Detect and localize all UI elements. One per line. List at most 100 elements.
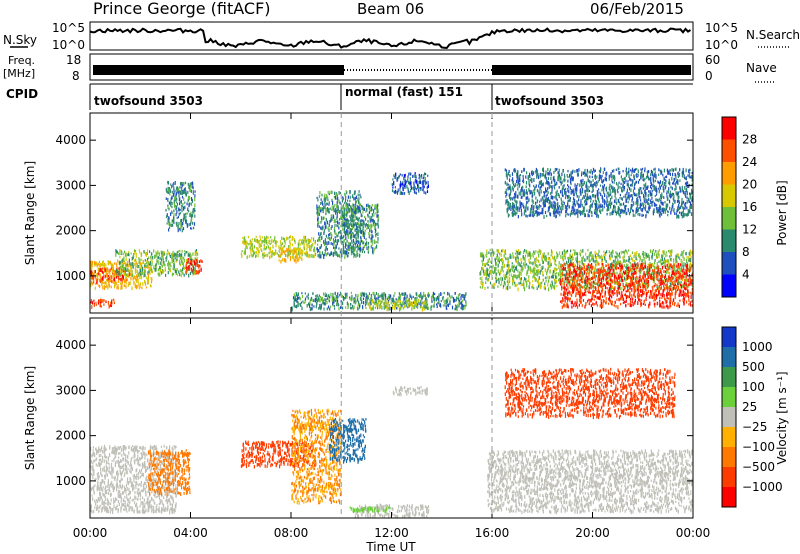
power-cell-13 — [580, 285, 582, 290]
power-cell-9 — [424, 305, 426, 308]
power-cell-8 — [323, 205, 325, 210]
power-cell-13 — [674, 266, 676, 270]
power-cell-3 — [195, 257, 197, 261]
power-cell-6 — [253, 245, 255, 249]
power-cell-14 — [643, 284, 645, 289]
power-cell-9 — [318, 306, 320, 310]
power-cell-13 — [691, 282, 693, 285]
power-cell-3 — [155, 268, 157, 272]
power-cell-1 — [90, 283, 92, 288]
power-cell-13 — [542, 260, 544, 264]
power-cell-14 — [683, 281, 685, 285]
power-cell-6 — [249, 246, 251, 250]
power-cell-6 — [307, 255, 309, 259]
power-cell-14 — [627, 268, 629, 272]
power-cell-13 — [482, 267, 485, 271]
power-cell-12 — [398, 175, 400, 178]
power-cell-14 — [657, 273, 659, 278]
power-cell-11 — [342, 219, 344, 224]
power-cell-14 — [585, 275, 587, 278]
power-cell-11 — [357, 246, 359, 250]
power-cell-3 — [126, 269, 128, 272]
power-cell-13 — [515, 249, 517, 253]
power-cell-8 — [335, 245, 337, 249]
power-cell-3 — [181, 259, 183, 264]
power-cell-13 — [481, 276, 483, 280]
power-cell-13 — [611, 250, 614, 254]
power-cell-9 — [322, 301, 324, 305]
power-cell-9 — [326, 297, 328, 300]
power-cell-7 — [279, 247, 281, 251]
power-cell-8 — [347, 195, 349, 199]
power-cell-10 — [414, 299, 416, 302]
power-cell-13 — [545, 276, 547, 279]
power-cell-9 — [340, 305, 342, 309]
power-cell-3 — [134, 259, 136, 262]
power-cell-9 — [454, 307, 456, 311]
power-cell-13 — [622, 259, 625, 263]
power-cell-9 — [433, 304, 435, 308]
power-cell-1 — [124, 260, 126, 265]
power-cell-10 — [418, 299, 420, 302]
power-cell-3 — [183, 265, 185, 269]
power-cell-13 — [663, 279, 665, 283]
power-cell-12 — [409, 172, 411, 175]
power-cell-9 — [295, 305, 297, 308]
power-cell-8 — [333, 195, 335, 198]
power-cell-13 — [486, 251, 488, 255]
power-cell-13 — [644, 283, 646, 287]
power-cell-14 — [663, 282, 665, 286]
power-cell-11 — [357, 229, 359, 234]
power-cell-13 — [502, 248, 504, 253]
power-cell-3 — [167, 262, 169, 267]
power-cell-5 — [167, 205, 169, 209]
power-cell-3 — [175, 271, 177, 276]
power-cell-5 — [173, 189, 175, 193]
noise-panel-frame — [89, 21, 694, 51]
power-cell-10 — [409, 300, 411, 305]
power-cell-6 — [293, 239, 296, 243]
power-cell-11 — [355, 240, 357, 244]
power-cell-7 — [298, 256, 300, 260]
power-cell-12 — [415, 191, 417, 195]
power-cell-12 — [418, 180, 420, 184]
power-cell-13 — [540, 269, 542, 273]
power-cell-8 — [343, 250, 345, 255]
power-cell-14 — [618, 276, 620, 280]
power-cell-1 — [106, 279, 108, 282]
power-cell-13 — [623, 251, 625, 254]
power-cell-13 — [607, 276, 609, 279]
power-cell-3 — [196, 263, 199, 268]
power-cell-6 — [246, 245, 248, 249]
power-cell-8 — [358, 245, 360, 249]
power-cell-3 — [180, 273, 182, 278]
power-cell-14 — [577, 283, 580, 287]
power-cell-9 — [423, 291, 425, 296]
power-cell-13 — [492, 272, 494, 275]
power-cell-14 — [639, 289, 641, 293]
power-cell-3 — [132, 265, 134, 269]
power-cell-8 — [325, 234, 327, 238]
power-cell-5 — [189, 188, 191, 193]
power-cell-1 — [125, 263, 127, 267]
power-cell-12 — [418, 173, 420, 177]
power-cell-1 — [93, 270, 95, 274]
power-cell-6 — [261, 240, 263, 244]
power-cell-10 — [424, 307, 426, 311]
power-cell-1 — [90, 276, 92, 280]
power-cell-3 — [135, 258, 137, 262]
power-cell-8 — [335, 220, 337, 223]
power-cell-8 — [340, 209, 342, 212]
power-cell-11 — [357, 239, 359, 243]
power-cell-13 — [519, 251, 521, 256]
power-cell-8 — [357, 193, 359, 197]
power-cell-7 — [296, 252, 298, 256]
power-cell-11 — [363, 241, 365, 245]
power-cell-9 — [350, 297, 352, 302]
power-cell-13 — [505, 257, 507, 261]
power-cell-13 — [558, 261, 560, 265]
power-cell-9 — [298, 302, 300, 306]
power-cell-13 — [537, 270, 539, 274]
power-cell-6 — [255, 251, 257, 254]
power-cell-3 — [145, 261, 148, 264]
